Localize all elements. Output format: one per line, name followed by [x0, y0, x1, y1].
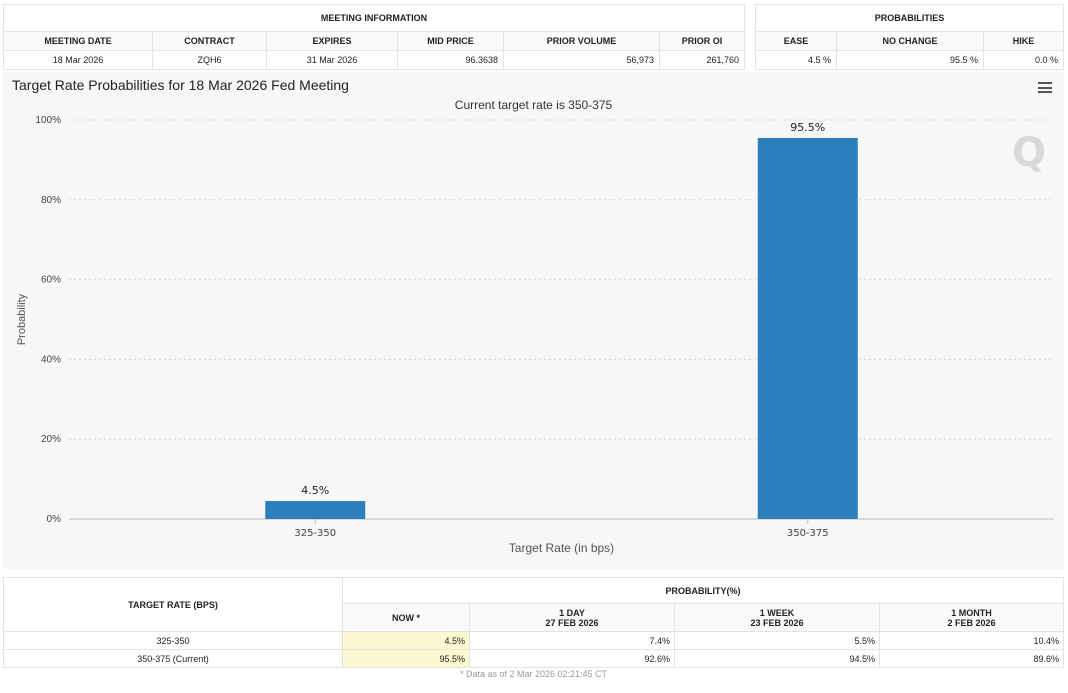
x-axis-title: Target Rate (in bps): [509, 541, 614, 555]
no-change-value: 95.5 %: [836, 50, 984, 70]
x-tick-label: 350-375: [787, 528, 829, 539]
target-rate-cell: 350-375 (Current): [3, 649, 343, 668]
bar-chart: 0% 20% 40% 60% 80% 100% 4.5% 325-350 95.5% 350-37…: [16, 115, 1054, 555]
target-rate-header: TARGET RATE (BPS): [3, 577, 343, 632]
prior-volume-value: 56,973: [503, 50, 660, 70]
chart-title: Target Rate Probabilities for 18 Mar 202…: [12, 77, 349, 93]
y-tick-label: 40%: [41, 354, 61, 365]
quikstrike-logo: Q: [1011, 130, 1046, 176]
now-cell: 4.5%: [342, 631, 470, 650]
one-day-cell: 92.6%: [469, 649, 675, 668]
target-rate-cell: 325-350: [3, 631, 343, 650]
one-month-header: 1 MONTH 2 FEB 2026: [879, 603, 1064, 632]
prior-volume-header: PRIOR VOLUME: [503, 31, 660, 51]
chart-menu-icon[interactable]: [1038, 82, 1052, 93]
target-rate-probability-table: TARGET RATE (BPS) PROBABILITY(%) NOW * 1…: [3, 577, 1064, 668]
one-day-cell: 7.4%: [469, 631, 675, 650]
expires-header: EXPIRES: [266, 31, 398, 51]
hike-value: 0.0 %: [983, 50, 1064, 70]
one-month-cell: 89.6%: [879, 649, 1064, 668]
table-row: 325-350 4.5% 7.4% 5.5% 10.4%: [3, 631, 1064, 650]
hike-header: HIKE: [983, 31, 1064, 51]
bar-data-label: 4.5%: [301, 484, 329, 497]
x-tick-label: 325-350: [294, 528, 336, 539]
chart-container: Target Rate Probabilities for 18 Mar 202…: [3, 72, 1064, 569]
y-tick-label: 80%: [41, 195, 61, 206]
bar-350-375: [757, 137, 858, 519]
mid-price-value: 96.3638: [397, 50, 504, 70]
contract-header: CONTRACT: [152, 31, 267, 51]
bar-data-label: 95.5%: [790, 121, 825, 134]
now-header: NOW *: [342, 603, 470, 632]
expires-value: 31 Mar 2026: [266, 50, 398, 70]
y-tick-label: 60%: [41, 275, 61, 286]
probabilities-title: PROBABILITIES: [755, 4, 1064, 32]
data-timestamp-footnote: * Data as of 2 Mar 2026 02:21:45 CT: [459, 669, 608, 679]
probabilities-table: PROBABILITIES EASE NO CHANGE HIKE 4.5 % …: [755, 4, 1064, 70]
one-week-header: 1 WEEK 23 FEB 2026: [674, 603, 880, 632]
prior-oi-value: 261,760: [659, 50, 745, 70]
one-month-cell: 10.4%: [879, 631, 1064, 650]
y-tick-label: 20%: [41, 434, 61, 445]
bar-325-350: [265, 501, 366, 519]
one-day-header: 1 DAY 27 FEB 2026: [469, 603, 675, 632]
y-tick-label: 100%: [35, 115, 61, 126]
chart-subtitle: Current target rate is 350-375: [454, 98, 613, 112]
table-row: 350-375 (Current) 95.5% 92.6% 94.5% 89.6…: [3, 649, 1064, 668]
meeting-date-header: MEETING DATE: [3, 31, 153, 51]
one-week-cell: 94.5%: [674, 649, 880, 668]
prior-oi-header: PRIOR OI: [659, 31, 745, 51]
contract-value: ZQH6: [152, 50, 267, 70]
now-cell: 95.5%: [342, 649, 470, 668]
one-week-cell: 5.5%: [674, 631, 880, 650]
meeting-information-table: MEETING INFORMATION MEETING DATE CONTRAC…: [3, 4, 745, 70]
no-change-header: NO CHANGE: [836, 31, 984, 51]
meeting-information-title: MEETING INFORMATION: [3, 4, 745, 32]
meeting-date-value: 18 Mar 2026: [3, 50, 153, 70]
probability-group-header: PROBABILITY(%): [342, 577, 1064, 604]
mid-price-header: MID PRICE: [397, 31, 504, 51]
y-axis-title: Probability: [16, 293, 28, 345]
ease-value: 4.5 %: [755, 50, 837, 70]
ease-header: EASE: [755, 31, 837, 51]
y-tick-label: 0%: [47, 514, 62, 525]
